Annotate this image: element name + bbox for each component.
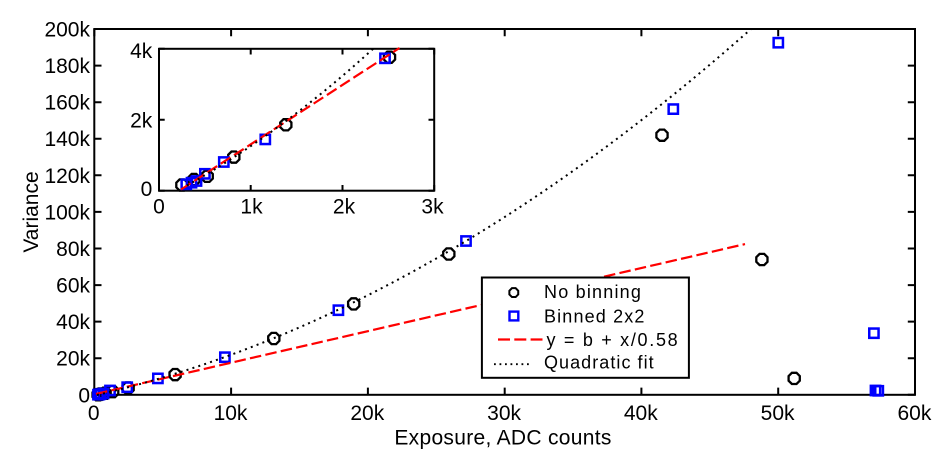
svg-text:Binned 2x2: Binned 2x2 bbox=[544, 307, 646, 327]
svg-text:Variance: Variance bbox=[20, 171, 43, 252]
svg-text:100k: 100k bbox=[44, 201, 90, 224]
svg-text:50k: 50k bbox=[761, 402, 795, 425]
svg-text:60k: 60k bbox=[56, 275, 90, 298]
svg-text:180k: 180k bbox=[44, 55, 90, 78]
svg-text:30k: 30k bbox=[487, 402, 521, 425]
svg-text:Exposure, ADC counts: Exposure, ADC counts bbox=[394, 427, 611, 450]
svg-text:y = b + x/0.58: y = b + x/0.58 bbox=[547, 330, 680, 350]
svg-text:0: 0 bbox=[141, 178, 153, 201]
svg-text:10k: 10k bbox=[214, 402, 248, 425]
svg-text:20k: 20k bbox=[56, 348, 90, 371]
svg-text:160k: 160k bbox=[44, 92, 90, 115]
svg-text:0: 0 bbox=[88, 402, 100, 425]
svg-text:2k: 2k bbox=[333, 195, 356, 218]
svg-text:Quadratic fit: Quadratic fit bbox=[544, 353, 655, 373]
svg-text:2k: 2k bbox=[130, 110, 153, 133]
svg-text:120k: 120k bbox=[44, 165, 90, 188]
svg-text:40k: 40k bbox=[56, 311, 90, 334]
svg-text:4k: 4k bbox=[130, 40, 153, 63]
svg-text:3k: 3k bbox=[421, 195, 444, 218]
svg-text:No binning: No binning bbox=[544, 282, 642, 302]
svg-text:1k: 1k bbox=[240, 195, 263, 218]
svg-text:0: 0 bbox=[153, 195, 165, 218]
svg-text:60k: 60k bbox=[897, 402, 931, 425]
svg-text:20k: 20k bbox=[350, 402, 384, 425]
svg-text:140k: 140k bbox=[44, 128, 90, 151]
svg-text:200k: 200k bbox=[44, 19, 90, 42]
svg-text:80k: 80k bbox=[56, 238, 90, 261]
svg-text:40k: 40k bbox=[624, 402, 658, 425]
svg-text:0: 0 bbox=[78, 384, 90, 407]
